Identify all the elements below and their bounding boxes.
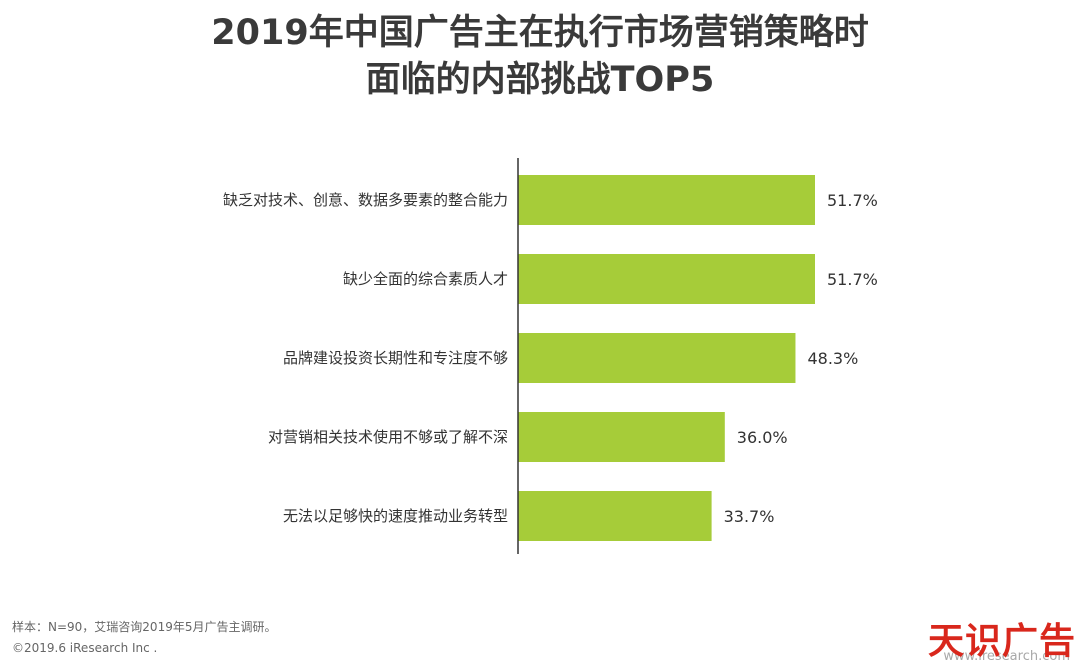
value-label-3: 48.3% (807, 349, 858, 368)
value-label-1: 51.7% (827, 191, 878, 210)
watermark-logo: 天识广告 (927, 621, 1076, 662)
bar-3 (518, 333, 796, 383)
chart-title-line-1: 2019年中国广告主在执行市场营销策略时 (211, 13, 869, 53)
chart-title-line-2: 面临的内部挑战TOP5 (365, 60, 715, 100)
category-label-5: 无法以足够快的速度推动业务转型 (283, 507, 508, 525)
value-label-4: 36.0% (737, 428, 788, 447)
value-label-2: 51.7% (827, 270, 878, 289)
watermark: www.iresearch.com 天识广告 (908, 621, 1076, 665)
bar-4 (518, 412, 725, 462)
bar-5 (518, 491, 712, 541)
category-label-2: 缺少全面的综合素质人才 (343, 270, 508, 288)
copyright-note: ©2019.6 iResearch Inc . (12, 641, 158, 655)
watermark-url: www.iresearch.com (943, 649, 1070, 664)
bar-2 (518, 254, 815, 304)
category-label-4: 对营销相关技术使用不够或了解不深 (268, 428, 508, 446)
category-label-3: 品牌建设投资长期性和专注度不够 (283, 349, 508, 367)
sample-note: 样本：N=90，艾瑞咨询2019年5月广告主调研。 (12, 620, 277, 634)
category-label-1: 缺乏对技术、创意、数据多要素的整合能力 (223, 191, 508, 209)
chart-title: 2019年中国广告主在执行市场营销策略时 面临的内部挑战TOP5 (0, 10, 1080, 104)
value-label-5: 33.7% (724, 507, 775, 526)
bar-1 (518, 175, 815, 225)
